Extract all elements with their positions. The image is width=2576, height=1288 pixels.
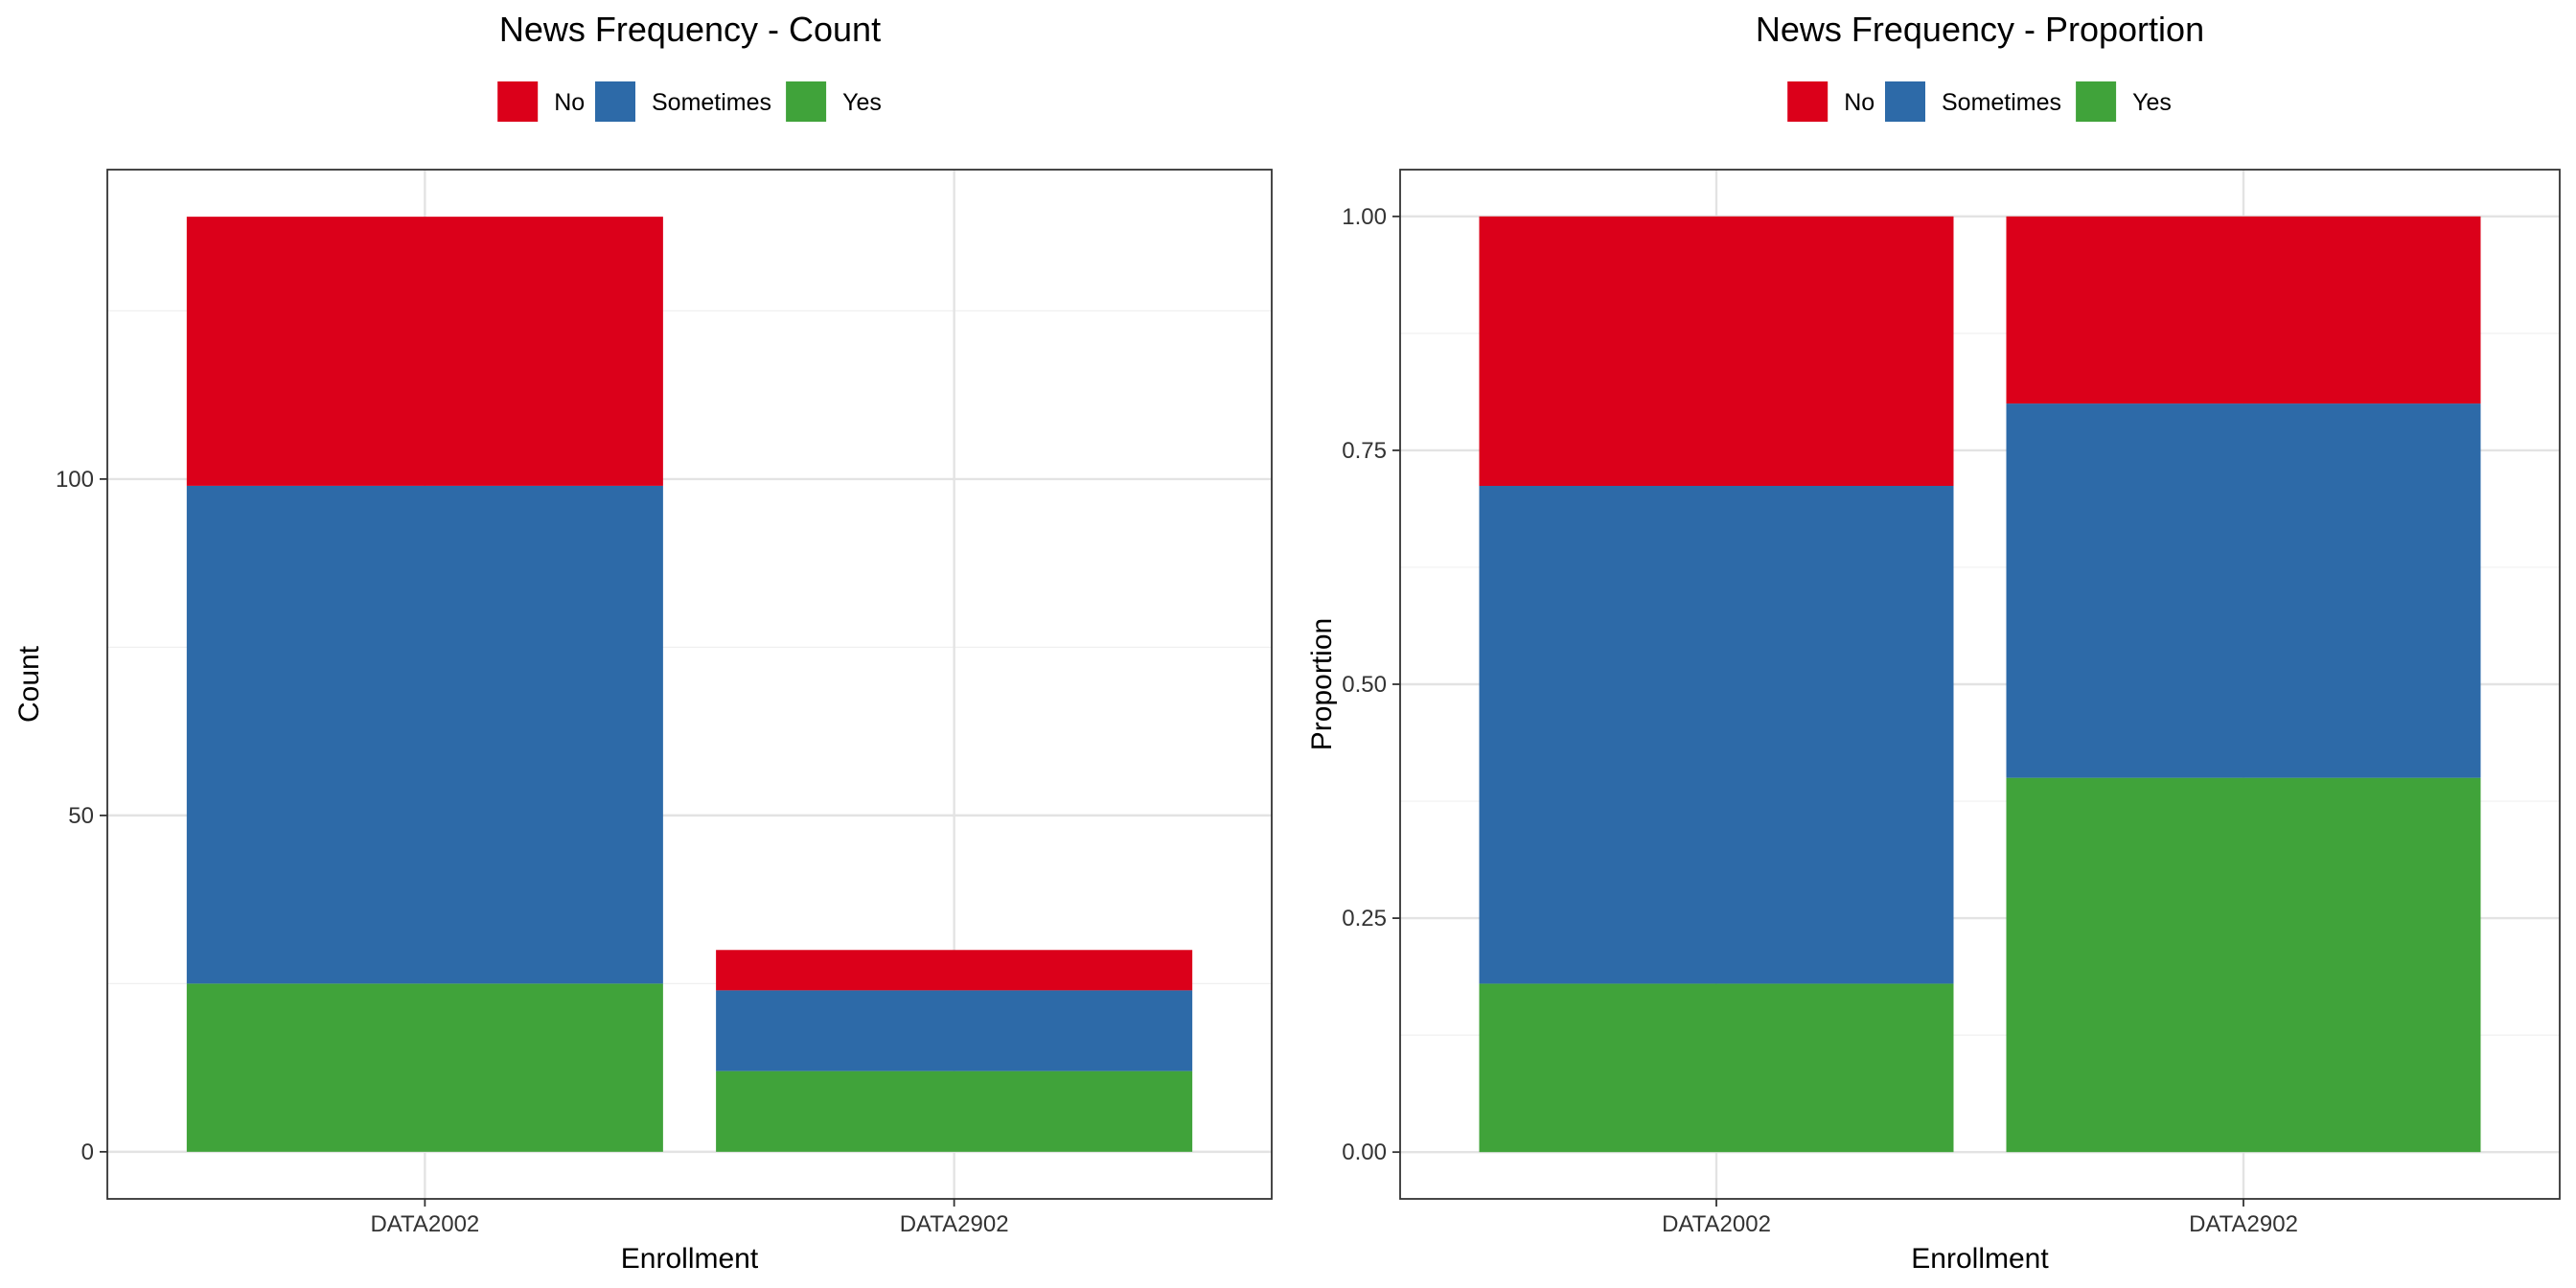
x-axis-title: Enrollment bbox=[1911, 1243, 2049, 1275]
panel-border bbox=[106, 169, 1273, 1200]
x-tick-label: DATA2002 bbox=[370, 1211, 479, 1237]
count-chart: 0 50 100 DATA2002 DATA2902 Enrollment Count New… bbox=[13, 10, 1273, 1275]
proportion-chart: 0.00 0.25 0.50 0.75 1.00 DATA2002 DATA2902 Enro… bbox=[1306, 10, 2561, 1275]
bar-data2002-sometimes bbox=[186, 485, 663, 984]
y-tick-label: 0.00 bbox=[1342, 1139, 1387, 1165]
y-axis-title: Count bbox=[13, 645, 45, 723]
legend-label: No bbox=[1844, 89, 1874, 116]
legend-key-no bbox=[497, 81, 539, 122]
bar-data2002-sometimes bbox=[1479, 486, 1954, 984]
bar-data2902-sometimes bbox=[2006, 403, 2481, 778]
legend-key-no bbox=[1787, 81, 1828, 122]
y-tick-label: 0.25 bbox=[1342, 906, 1387, 932]
y-tick-label: 1.00 bbox=[1342, 204, 1387, 230]
y-tick-label: 0.75 bbox=[1342, 438, 1387, 464]
legend-label: No bbox=[554, 89, 585, 116]
bars bbox=[186, 217, 1193, 1152]
chart-title: News Frequency - Count bbox=[499, 10, 881, 49]
bar-data2002-no bbox=[186, 217, 663, 486]
x-axis-title: Enrollment bbox=[621, 1243, 759, 1275]
legend-label: Yes bbox=[842, 89, 882, 116]
y-tick-label: 0.50 bbox=[1342, 672, 1387, 698]
y-tick-label: 100 bbox=[56, 467, 94, 493]
bar-data2902-no bbox=[2006, 216, 2481, 404]
legend-key-yes bbox=[786, 81, 827, 122]
legend-key-yes bbox=[2076, 81, 2117, 122]
bar-data2002-no bbox=[1479, 216, 1954, 487]
legend-key-sometimes bbox=[1885, 81, 1925, 122]
legend-label: Sometimes bbox=[1942, 89, 2061, 116]
bar-data2902-yes bbox=[2006, 777, 2481, 1153]
bar-data2002-yes bbox=[1479, 983, 1954, 1153]
legend-key-sometimes bbox=[595, 81, 635, 122]
x-tick-label: DATA2902 bbox=[900, 1211, 1009, 1237]
legend: No Sometimes Yes bbox=[1787, 81, 2172, 122]
x-tick-label: DATA2902 bbox=[2189, 1211, 2298, 1237]
y-axis-title: Proportion bbox=[1306, 618, 1338, 750]
bar-data2902-no bbox=[716, 950, 1193, 991]
legend-label: Sometimes bbox=[652, 89, 771, 116]
legend: No Sometimes Yes bbox=[497, 81, 882, 122]
chart-title: News Frequency - Proportion bbox=[1756, 10, 2204, 49]
legend-label: Yes bbox=[2132, 89, 2172, 116]
bar-data2902-yes bbox=[716, 1070, 1193, 1152]
bar-data2902-sometimes bbox=[716, 990, 1193, 1071]
bars bbox=[1479, 216, 2481, 1153]
y-tick-label: 0 bbox=[81, 1139, 94, 1165]
x-tick-label: DATA2002 bbox=[1662, 1211, 1771, 1237]
y-tick-label: 50 bbox=[68, 803, 94, 829]
bar-data2002-yes bbox=[186, 983, 663, 1152]
